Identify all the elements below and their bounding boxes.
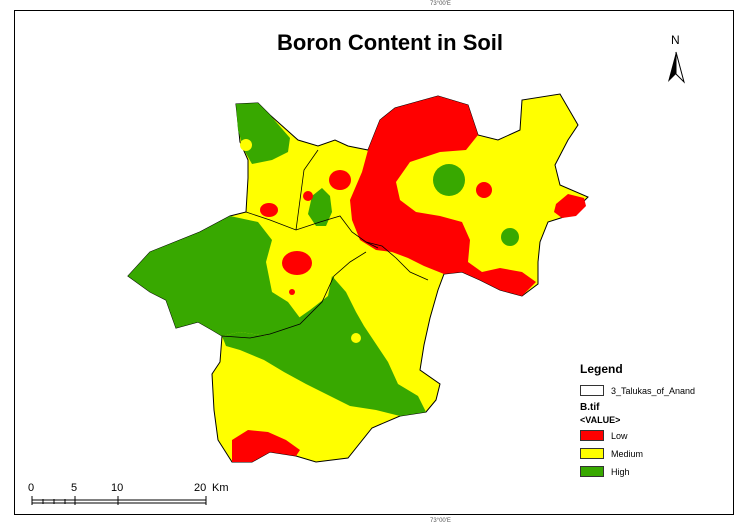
low-patch-5 bbox=[303, 191, 313, 201]
boundary-swatch bbox=[580, 385, 604, 396]
medium-swatch bbox=[580, 448, 604, 459]
taluka-boundary-2 bbox=[221, 251, 367, 339]
raster-field-label: <VALUE> bbox=[580, 415, 621, 425]
high-swatch bbox=[580, 466, 604, 477]
low-zone-east bbox=[554, 194, 586, 218]
scale-tick-10: 10 bbox=[111, 482, 124, 494]
legend-class-medium: Medium bbox=[580, 446, 730, 461]
taluka-boundary-3 bbox=[295, 149, 319, 231]
scale-tick-20: 20 bbox=[194, 482, 207, 494]
north-arrow-icon bbox=[668, 51, 685, 84]
taluka-boundary-4 bbox=[365, 241, 429, 281]
low-patch-3 bbox=[260, 203, 278, 217]
map-frame bbox=[14, 10, 734, 515]
low-swatch bbox=[580, 430, 604, 441]
low-zone-south bbox=[232, 430, 300, 462]
taluka-boundary-1 bbox=[245, 211, 379, 249]
high-zone-northwest bbox=[236, 103, 290, 164]
graticule-label-bottom: 73°00'E bbox=[430, 518, 451, 524]
scale-tick-0: 0 bbox=[28, 482, 35, 494]
legend-class-low: Low bbox=[580, 428, 730, 443]
low-patch-6 bbox=[289, 289, 295, 295]
high-zone-west bbox=[128, 216, 300, 336]
medium-patch-2 bbox=[351, 333, 361, 343]
high-zone-central bbox=[222, 276, 426, 416]
legend: Legend 3_Talukas_of_Anand B.tif <VALUE> … bbox=[580, 362, 730, 482]
north-label: N bbox=[671, 33, 680, 47]
low-label: Low bbox=[611, 430, 628, 441]
high-patch-southeast bbox=[501, 228, 519, 246]
medium-patch-1 bbox=[240, 139, 252, 151]
map-title: Boron Content in Soil bbox=[276, 30, 504, 55]
scale-tick-5: 5 bbox=[71, 482, 78, 494]
low-zone-northeast bbox=[350, 96, 536, 296]
legend-class-high: High bbox=[580, 464, 730, 479]
legend-boundary-row: 3_Talukas_of_Anand bbox=[580, 383, 730, 398]
high-patch-east bbox=[433, 164, 465, 196]
low-patch-1 bbox=[282, 251, 312, 275]
boundary-layer-label: 3_Talukas_of_Anand bbox=[611, 385, 696, 396]
legend-title: Legend bbox=[580, 362, 623, 376]
high-zone-north bbox=[308, 188, 332, 226]
scale-unit: Km bbox=[212, 482, 229, 494]
high-label: High bbox=[611, 466, 630, 477]
graticule-label-top: 73°00'E bbox=[430, 1, 451, 7]
scale-bar-graphic bbox=[31, 496, 207, 505]
medium-label: Medium bbox=[611, 448, 644, 459]
raster-layer-label: B.tif bbox=[580, 402, 600, 413]
low-patch-4 bbox=[476, 182, 492, 198]
low-patch-2 bbox=[329, 170, 351, 190]
